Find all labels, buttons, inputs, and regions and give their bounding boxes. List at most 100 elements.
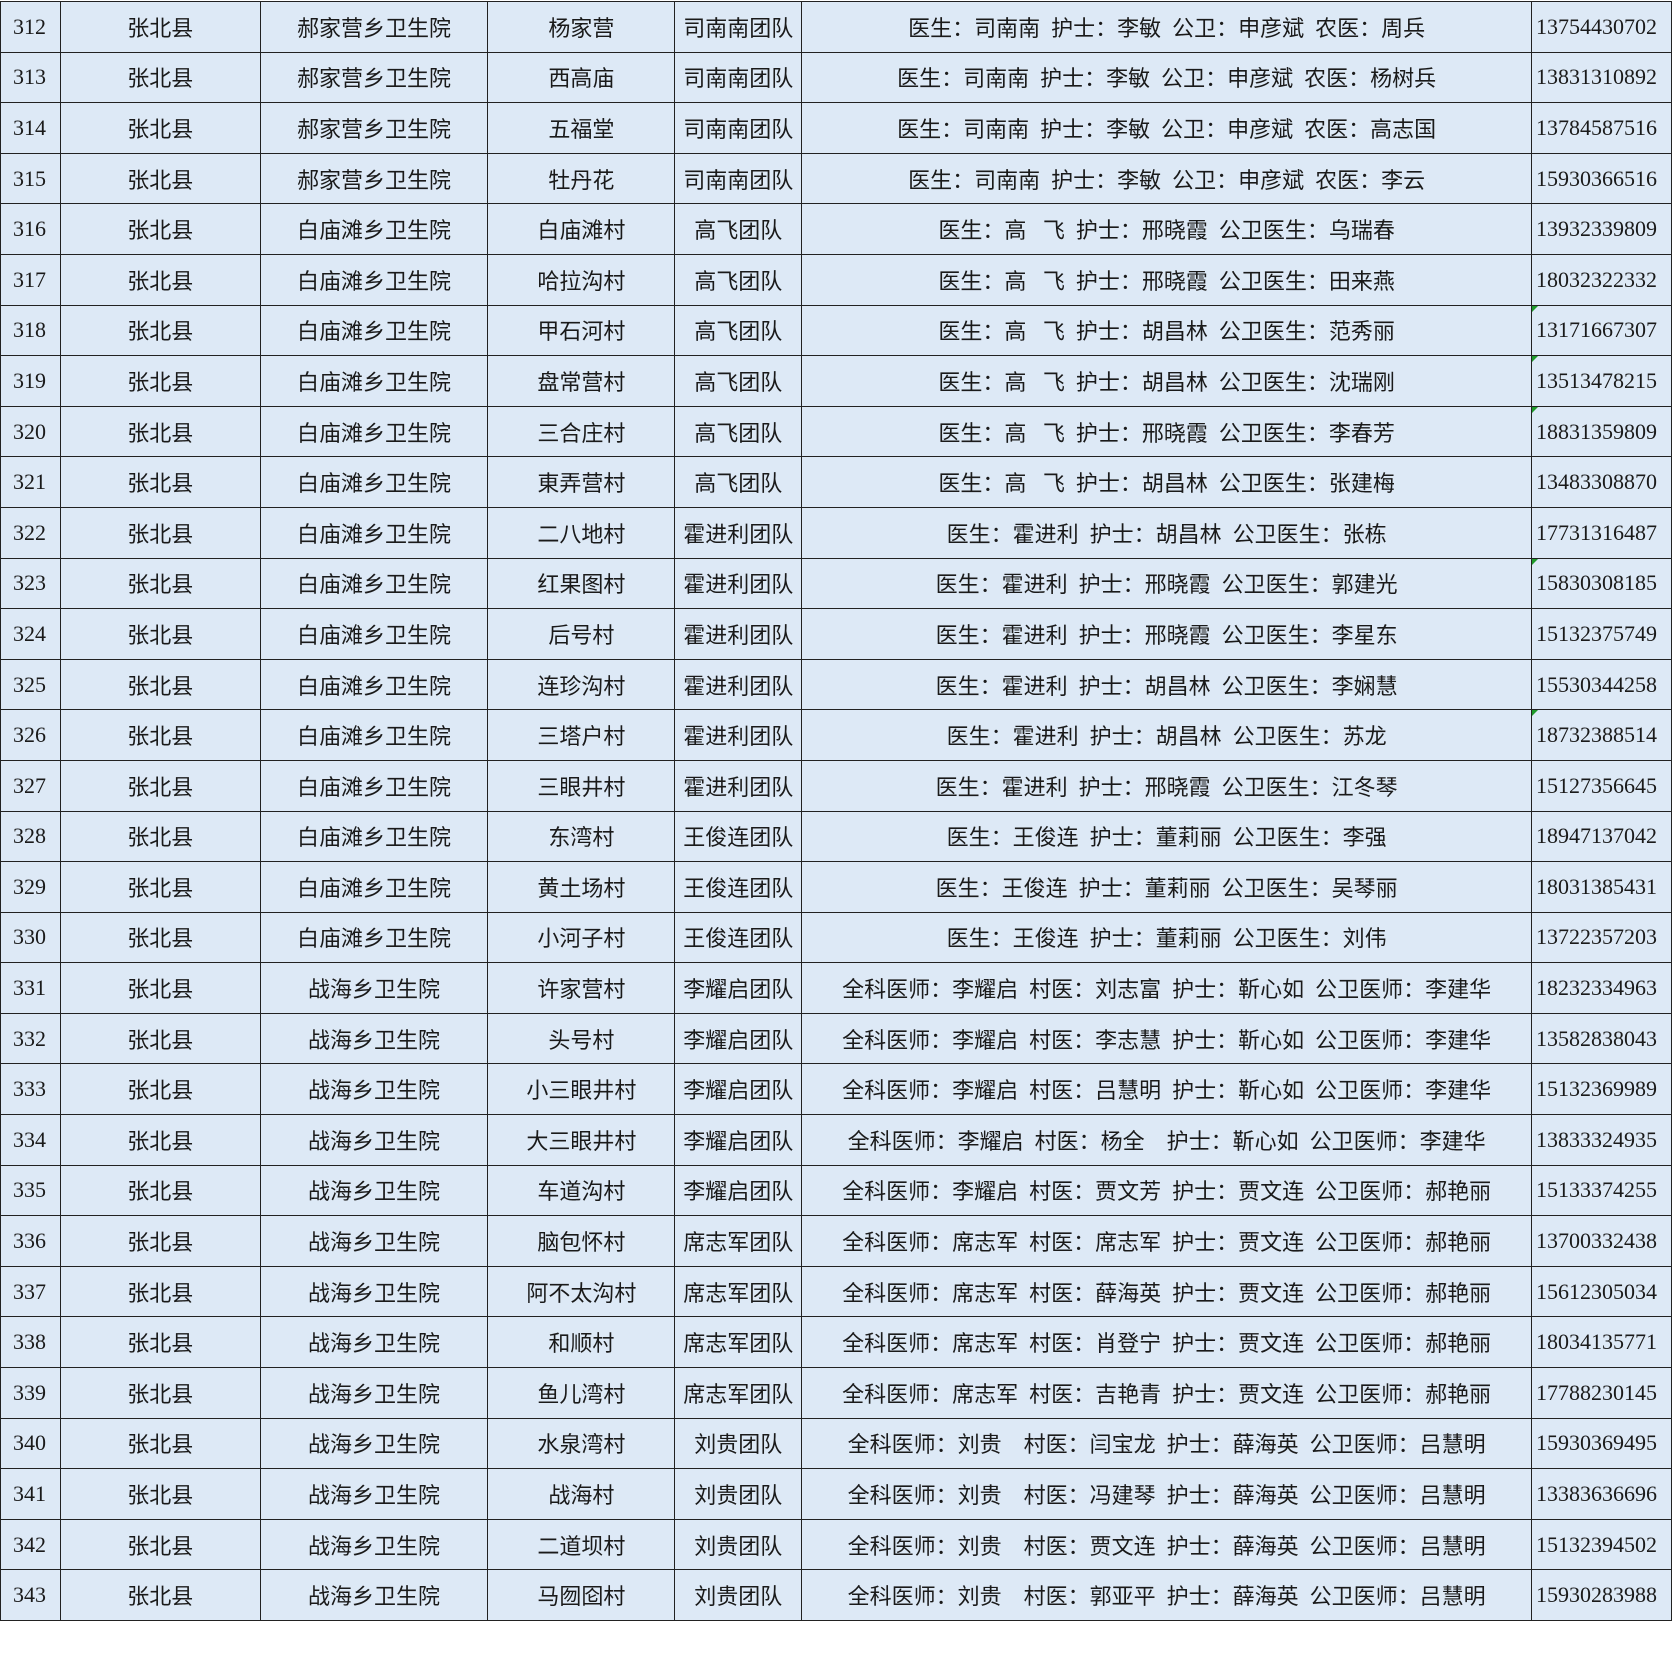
hospital-cell[interactable]: 白庙滩乡卫生院: [259, 253, 489, 306]
hospital-cell[interactable]: 战海乡卫生院: [259, 1367, 489, 1419]
county-cell[interactable]: 张北县: [59, 355, 261, 407]
team-cell[interactable]: 高飞团队: [674, 253, 803, 306]
team-cell[interactable]: 司南南团队: [674, 102, 803, 154]
hospital-cell[interactable]: 战海乡卫生院: [259, 1316, 489, 1369]
phone-cell[interactable]: 13831310892: [1531, 51, 1672, 104]
phone-cell[interactable]: 13833324935: [1531, 1114, 1672, 1166]
county-cell[interactable]: 张北县: [59, 1215, 261, 1267]
county-cell[interactable]: 张北县: [59, 911, 261, 964]
members-cell[interactable]: 医生：霍进利 护士：胡昌林 公卫医生：苏龙: [801, 709, 1532, 761]
hospital-cell[interactable]: 战海乡卫生院: [259, 1468, 489, 1520]
county-cell[interactable]: 张北县: [59, 709, 261, 761]
team-cell[interactable]: 王俊连团队: [674, 911, 803, 964]
village-cell[interactable]: 马囫囵村: [487, 1569, 676, 1621]
hospital-cell[interactable]: 战海乡卫生院: [259, 1215, 489, 1267]
county-cell[interactable]: 张北县: [59, 253, 261, 306]
hospital-cell[interactable]: 白庙滩乡卫生院: [259, 506, 489, 559]
hospital-cell[interactable]: 郝家营乡卫生院: [259, 152, 489, 205]
phone-cell[interactable]: 15930369495: [1531, 1417, 1672, 1470]
row-number-cell[interactable]: 319: [0, 355, 61, 407]
county-cell[interactable]: 张北县: [59, 1063, 261, 1116]
phone-cell[interactable]: 15133374255: [1531, 1164, 1672, 1217]
row-number-cell[interactable]: 323: [0, 557, 61, 610]
row-number-cell[interactable]: 314: [0, 102, 61, 154]
row-number-cell[interactable]: 334: [0, 1114, 61, 1166]
members-cell[interactable]: 医生：王俊连 护士：董莉丽 公卫医生：李强: [801, 810, 1532, 863]
county-cell[interactable]: 张北县: [59, 405, 261, 458]
row-number-cell[interactable]: 341: [0, 1468, 61, 1520]
row-number-cell[interactable]: 317: [0, 253, 61, 306]
village-cell[interactable]: 盘常营村: [487, 355, 676, 407]
phone-cell[interactable]: 13784587516: [1531, 102, 1672, 154]
village-cell[interactable]: 三合庄村: [487, 405, 676, 458]
county-cell[interactable]: 张北县: [59, 1114, 261, 1166]
village-cell[interactable]: 東弄营村: [487, 456, 676, 508]
row-number-cell[interactable]: 339: [0, 1367, 61, 1419]
members-cell[interactable]: 全科医师：刘贵 村医：闫宝龙 护士：薛海英 公卫医师：吕慧明: [801, 1417, 1532, 1470]
members-cell[interactable]: 全科医师：李耀启 村医：吕慧明 护士：靳心如 公卫医师：李建华: [801, 1063, 1532, 1116]
phone-cell[interactable]: 15930283988: [1531, 1569, 1672, 1621]
county-cell[interactable]: 张北县: [59, 1367, 261, 1419]
village-cell[interactable]: 车道沟村: [487, 1164, 676, 1217]
team-cell[interactable]: 高飞团队: [674, 203, 803, 255]
team-cell[interactable]: 李耀启团队: [674, 1114, 803, 1166]
phone-cell[interactable]: 18034135771: [1531, 1316, 1672, 1369]
team-cell[interactable]: 李耀启团队: [674, 1164, 803, 1217]
team-cell[interactable]: 霍进利团队: [674, 709, 803, 761]
village-cell[interactable]: 头号村: [487, 1012, 676, 1065]
phone-cell[interactable]: 13483308870: [1531, 456, 1672, 508]
row-number-cell[interactable]: 342: [0, 1518, 61, 1571]
row-number-cell[interactable]: 327: [0, 759, 61, 812]
village-cell[interactable]: 西高庙: [487, 51, 676, 104]
members-cell[interactable]: 医生：高 飞 护士：胡昌林 公卫医生：张建梅: [801, 456, 1532, 508]
row-number-cell[interactable]: 325: [0, 658, 61, 711]
phone-cell[interactable]: 15132375749: [1531, 608, 1672, 660]
county-cell[interactable]: 张北县: [59, 1012, 261, 1065]
village-cell[interactable]: 甲石河村: [487, 304, 676, 357]
county-cell[interactable]: 张北县: [59, 1468, 261, 1520]
village-cell[interactable]: 鱼儿湾村: [487, 1367, 676, 1419]
team-cell[interactable]: 王俊连团队: [674, 810, 803, 863]
phone-cell[interactable]: 13383636696: [1531, 1468, 1672, 1520]
hospital-cell[interactable]: 战海乡卫生院: [259, 1164, 489, 1217]
county-cell[interactable]: 张北县: [59, 1417, 261, 1470]
village-cell[interactable]: 白庙滩村: [487, 203, 676, 255]
village-cell[interactable]: 阿不太沟村: [487, 1265, 676, 1318]
row-number-cell[interactable]: 336: [0, 1215, 61, 1267]
village-cell[interactable]: 东湾村: [487, 810, 676, 863]
team-cell[interactable]: 王俊连团队: [674, 861, 803, 913]
hospital-cell[interactable]: 白庙滩乡卫生院: [259, 759, 489, 812]
county-cell[interactable]: 张北县: [59, 102, 261, 154]
village-cell[interactable]: 脑包怀村: [487, 1215, 676, 1267]
county-cell[interactable]: 张北县: [59, 658, 261, 711]
hospital-cell[interactable]: 战海乡卫生院: [259, 1518, 489, 1571]
team-cell[interactable]: 席志军团队: [674, 1367, 803, 1419]
team-cell[interactable]: 霍进利团队: [674, 557, 803, 610]
row-number-cell[interactable]: 332: [0, 1012, 61, 1065]
phone-cell[interactable]: 13171667307: [1531, 304, 1672, 357]
phone-cell[interactable]: 18032322332: [1531, 253, 1672, 306]
hospital-cell[interactable]: 战海乡卫生院: [259, 962, 489, 1014]
county-cell[interactable]: 张北县: [59, 51, 261, 104]
members-cell[interactable]: 医生：霍进利 护士：邢晓霞 公卫医生：江冬琴: [801, 759, 1532, 812]
county-cell[interactable]: 张北县: [59, 506, 261, 559]
county-cell[interactable]: 张北县: [59, 1569, 261, 1621]
team-cell[interactable]: 刘贵团队: [674, 1468, 803, 1520]
hospital-cell[interactable]: 郝家营乡卫生院: [259, 1, 489, 53]
row-number-cell[interactable]: 328: [0, 810, 61, 863]
hospital-cell[interactable]: 白庙滩乡卫生院: [259, 861, 489, 913]
team-cell[interactable]: 刘贵团队: [674, 1569, 803, 1621]
village-cell[interactable]: 五福堂: [487, 102, 676, 154]
phone-cell[interactable]: 17788230145: [1531, 1367, 1672, 1419]
members-cell[interactable]: 全科医师：刘贵 村医：郭亚平 护士：薛海英 公卫医师：吕慧明: [801, 1569, 1532, 1621]
members-cell[interactable]: 全科医师：席志军 村医：席志军 护士：贾文连 公卫医师：郝艳丽: [801, 1215, 1532, 1267]
phone-cell[interactable]: 18031385431: [1531, 861, 1672, 913]
team-cell[interactable]: 李耀启团队: [674, 962, 803, 1014]
row-number-cell[interactable]: 322: [0, 506, 61, 559]
hospital-cell[interactable]: 战海乡卫生院: [259, 1569, 489, 1621]
team-cell[interactable]: 高飞团队: [674, 456, 803, 508]
members-cell[interactable]: 医生：王俊连 护士：董莉丽 公卫医生：刘伟: [801, 911, 1532, 964]
county-cell[interactable]: 张北县: [59, 203, 261, 255]
team-cell[interactable]: 霍进利团队: [674, 506, 803, 559]
hospital-cell[interactable]: 战海乡卫生院: [259, 1012, 489, 1065]
